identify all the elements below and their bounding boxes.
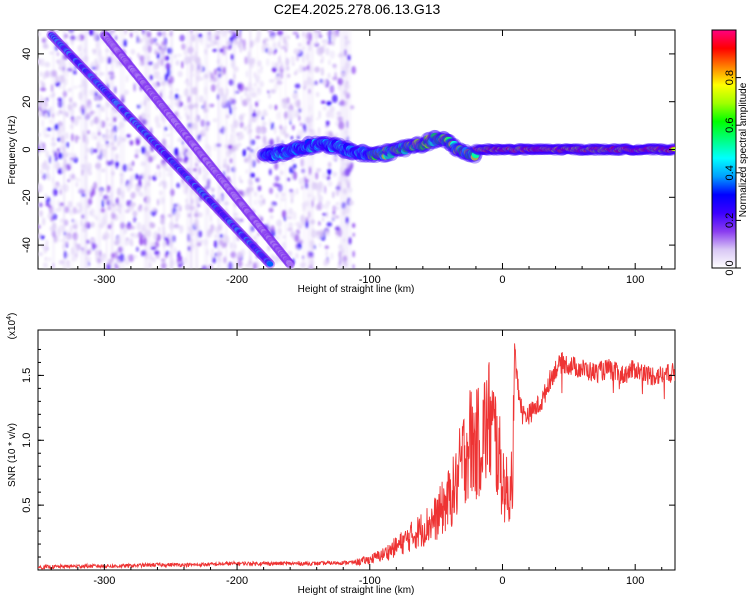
spectrogram-ytick: 40 [21, 48, 33, 60]
colorbar-gradient [711, 29, 737, 269]
snr-xtick: 100 [626, 575, 644, 587]
spectrogram-ytick: -20 [21, 189, 33, 205]
snr-xlabel: Height of straight line (km) [298, 585, 415, 596]
snr-ytick: 1.5 [21, 368, 33, 383]
spectrogram-heatmap [38, 30, 675, 269]
spectrogram-ytick: 20 [21, 96, 33, 108]
snr-ylabel: SNR (10 * v/v) [7, 423, 18, 487]
spectrogram-ytick: 0 [21, 146, 33, 152]
snr-series-line [38, 343, 675, 570]
snr-xtick: -300 [93, 575, 115, 587]
spectrogram-ytick: -40 [21, 237, 33, 253]
snr-ytick: 1.0 [21, 433, 33, 448]
snr-ytick: 0.5 [21, 497, 33, 512]
colorbar-label: Normalized spectral amplitude [738, 82, 749, 217]
snr-ticks: -300 -200 -100 0 100 0.5 1.0 1.5 [21, 330, 675, 587]
colorbar-tick: 0.8 [724, 70, 736, 85]
spectrogram-xtick: 100 [626, 274, 644, 286]
snr-xtick: -200 [226, 575, 248, 587]
spectrogram-xlabel: Height of straight line (km) [298, 284, 415, 295]
spectrogram-xtick: -100 [359, 274, 381, 286]
colorbar-tick: 0.4 [724, 165, 736, 180]
spectrogram-xtick: 0 [499, 274, 505, 286]
snr-xtick: 0 [499, 575, 505, 587]
colorbar-tick: 0.6 [724, 118, 736, 133]
snr-xtick: -100 [359, 575, 381, 587]
colorbar-tick: 0.0 [724, 260, 736, 275]
spectrogram-ylabel: Frequency (Hz) [7, 116, 18, 185]
track-1 [46, 30, 276, 269]
colorbar-ticks: 0.0 0.2 0.4 0.6 0.8 [724, 70, 741, 276]
snr-panel: -300 -200 -100 0 100 0.5 1.0 1.5 Height of stra… [6, 313, 676, 596]
snr-multiplier: (x104) [6, 313, 18, 340]
spectrogram-xtick: -200 [226, 274, 248, 286]
spectrogram-xtick: -300 [93, 274, 115, 286]
colorbar: 0.0 0.2 0.4 0.6 0.8 Normalized spectral ampl… [711, 29, 749, 276]
track-3 [256, 129, 675, 165]
colorbar-tick: 0.2 [724, 213, 736, 228]
chart-title: C2E4.2025.278.06.13.G13 [274, 1, 441, 17]
